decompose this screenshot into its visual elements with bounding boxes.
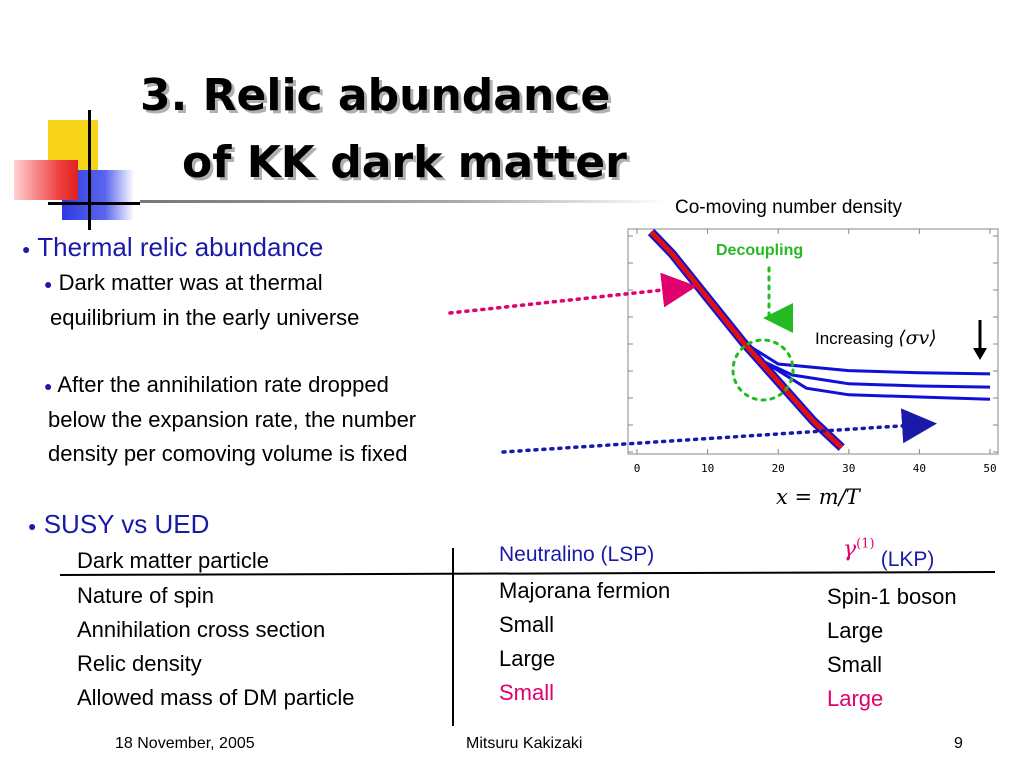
- decoupling-circle: [731, 338, 795, 402]
- row-label-3: Relic density: [77, 651, 202, 676]
- susy-header: Neutralino (LSP): [499, 543, 655, 566]
- ued-value-2: Small: [827, 652, 883, 677]
- bullet-dot: ●: [44, 276, 53, 293]
- bullet-susy: ● SUSY vs UED: [28, 509, 209, 540]
- ued-header: γ(1) (LKP): [843, 536, 934, 571]
- ued-header-superscript: (1): [856, 536, 875, 552]
- sub2-line2: below the expansion rate, the number: [48, 407, 417, 433]
- sub1-line1: Dark matter was at thermal: [58, 270, 323, 295]
- pointer-arrow-equilibrium: [448, 272, 697, 315]
- susy-value-3: Small: [499, 680, 555, 705]
- decor-horizontal-line: [48, 202, 140, 205]
- bullet-susy-text: SUSY vs UED: [43, 509, 210, 539]
- footer-author: Mitsuru Kakizaki: [466, 735, 583, 752]
- x-tick-label: 50: [983, 462, 996, 475]
- freeze-out-curve-1: [650, 230, 991, 376]
- decor-squares: [0, 100, 140, 230]
- row-label-1: Nature of spin: [77, 583, 214, 608]
- bullet-dot: ●: [22, 241, 31, 258]
- x-tick-label: 10: [701, 462, 714, 475]
- susy-value-1: Small: [499, 612, 555, 637]
- bullet-dot: ●: [28, 518, 37, 535]
- increasing-label: Increasing ⟨σv⟩: [815, 327, 937, 349]
- bullet-sub2: ● After the annihilation rate dropped be…: [44, 368, 416, 471]
- decor-vertical-line: [88, 110, 91, 230]
- sigma-v-symbol: ⟨σv⟩: [898, 327, 937, 349]
- title-underline: [140, 200, 670, 203]
- x-axis-label: x = m/T: [776, 485, 860, 509]
- row-label-0: Dark matter particle: [77, 548, 269, 573]
- plot-curves: [647, 228, 991, 451]
- susy-value-0: Majorana fermion: [499, 578, 671, 603]
- x-tick-label: 0: [634, 462, 641, 475]
- increasing-text: Increasing: [815, 329, 894, 348]
- table-header-rule: [59, 571, 996, 576]
- footer-date: 18 November, 2005: [115, 735, 255, 752]
- plot-ticks: [628, 229, 998, 454]
- pointer-arrow-fixed: [501, 408, 937, 454]
- increasing-arrowhead: [973, 348, 987, 360]
- bullet-thermal: ● Thermal relic abundance: [22, 232, 323, 263]
- x-tick-label: 30: [842, 462, 855, 475]
- ued-value-1: Large: [827, 618, 884, 643]
- x-tick-label: 20: [772, 462, 785, 475]
- row-label-2: Annihilation cross section: [77, 617, 326, 642]
- plot-tick-labels: 0 10 20 30 40 50: [634, 462, 997, 475]
- footer-page-number: 9: [954, 735, 963, 752]
- slide-title-line2: of KK dark matter: [182, 137, 627, 188]
- ued-value-0: Spin-1 boson: [827, 584, 957, 609]
- bullet-dot: ●: [44, 378, 53, 395]
- ued-header-text: (LKP): [880, 548, 935, 571]
- bullet-sub1: ● Dark matter was at thermal equilibrium…: [44, 266, 359, 335]
- row-label-4: Allowed mass of DM particle: [77, 685, 355, 710]
- susy-value-2: Large: [499, 646, 556, 671]
- ued-header-gamma: γ: [843, 537, 857, 562]
- decoupling-label: Decoupling: [716, 242, 804, 259]
- equilibrium-curve: [649, 230, 844, 450]
- slide-title-line1: 3. Relic abundance: [140, 70, 611, 121]
- sub2-line3: density per comoving volume is fixed: [48, 441, 408, 467]
- sub1-line2: equilibrium in the early universe: [50, 305, 360, 331]
- x-tick-label: 40: [913, 462, 926, 475]
- plot-frame: [627, 228, 999, 455]
- freeze-out-curve-2: [650, 230, 991, 389]
- ued-value-3: Large: [827, 686, 884, 711]
- sub2-line1: After the annihilation rate dropped: [57, 372, 389, 397]
- bullet-thermal-text: Thermal relic abundance: [37, 232, 324, 262]
- decor-red-square: [14, 160, 78, 200]
- figure-title: Co-moving number density: [675, 197, 903, 218]
